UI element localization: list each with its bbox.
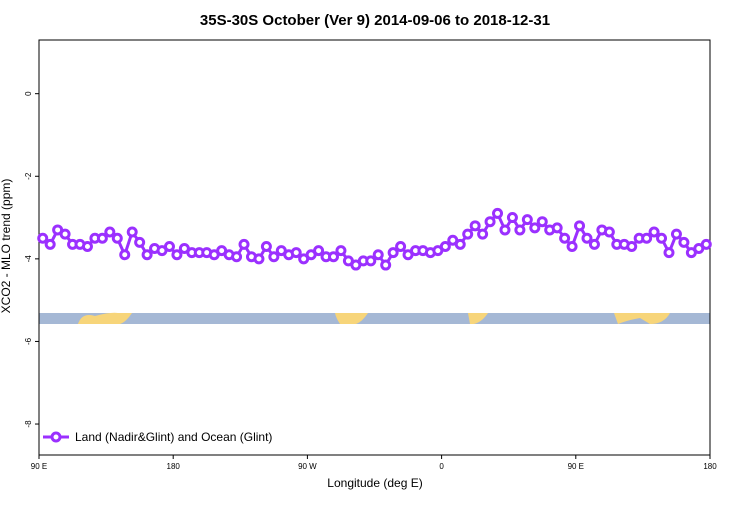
data-point <box>551 222 563 234</box>
legend-label: Land (Nadir&Glint) and Ocean (Glint) <box>75 430 272 444</box>
y-tick-label: 0 <box>24 91 33 96</box>
x-tick-label: 90 W <box>298 462 317 471</box>
data-point <box>514 224 526 236</box>
data-point <box>506 212 518 224</box>
data-point <box>81 240 93 252</box>
data-point <box>700 238 712 250</box>
data-point <box>141 249 153 261</box>
data-point <box>231 251 243 263</box>
data-point <box>126 226 138 238</box>
data-point <box>111 232 123 244</box>
x-tick-label: 90 E <box>568 462 584 471</box>
data-point <box>59 228 71 240</box>
legend-marker <box>50 431 62 443</box>
data-point <box>327 251 339 263</box>
data-point <box>641 232 653 244</box>
data-point <box>603 226 615 238</box>
x-tick-label: 180 <box>703 462 717 471</box>
data-point <box>365 255 377 267</box>
data-point <box>395 240 407 252</box>
data-point <box>290 247 302 259</box>
data-point <box>253 253 265 265</box>
data-point <box>536 216 548 228</box>
data-point <box>104 226 116 238</box>
map-strip <box>39 312 710 324</box>
x-tick-label: 90 E <box>31 462 47 471</box>
y-tick-label: -6 <box>24 337 33 345</box>
data-point <box>477 228 489 240</box>
data-point <box>454 238 466 250</box>
data-point <box>171 249 183 261</box>
data-point <box>37 232 49 244</box>
data-point <box>626 240 638 252</box>
data-point <box>134 236 146 248</box>
data-point <box>529 222 541 234</box>
data-point <box>648 226 660 238</box>
data-point <box>588 238 600 250</box>
data-point <box>260 240 272 252</box>
data-point <box>335 245 347 257</box>
x-axis-label: Longitude (deg E) <box>327 476 422 490</box>
data-point <box>44 238 56 250</box>
y-tick-label: -8 <box>24 420 33 428</box>
data-point <box>462 228 474 240</box>
data-point <box>380 259 392 271</box>
x-tick-label: 180 <box>167 462 181 471</box>
data-point <box>656 232 668 244</box>
data-point <box>238 238 250 250</box>
data-point <box>268 251 280 263</box>
chart-title: 35S-30S October (Ver 9) 2014-09-06 to 20… <box>200 12 550 29</box>
data-point <box>96 232 108 244</box>
y-tick-label: -2 <box>24 172 33 180</box>
data-point <box>663 247 675 259</box>
data-point <box>521 214 533 226</box>
y-tick-label: -4 <box>24 255 33 263</box>
x-tick-label: 0 <box>439 462 444 471</box>
y-axis-label: XCO2 - MLO trend (ppm) <box>0 179 13 314</box>
data-point <box>581 232 593 244</box>
data-point <box>484 216 496 228</box>
data-point <box>387 247 399 259</box>
data-point <box>559 232 571 244</box>
data-point <box>163 240 175 252</box>
data-point <box>372 249 384 261</box>
data-point <box>119 249 131 261</box>
data-point <box>499 224 511 236</box>
data-point <box>670 228 682 240</box>
data-point <box>566 240 578 252</box>
data-point <box>313 245 325 257</box>
data-point <box>439 240 451 252</box>
data-point <box>469 220 481 232</box>
data-point <box>492 207 504 219</box>
data-point <box>574 220 586 232</box>
data-point <box>678 236 690 248</box>
